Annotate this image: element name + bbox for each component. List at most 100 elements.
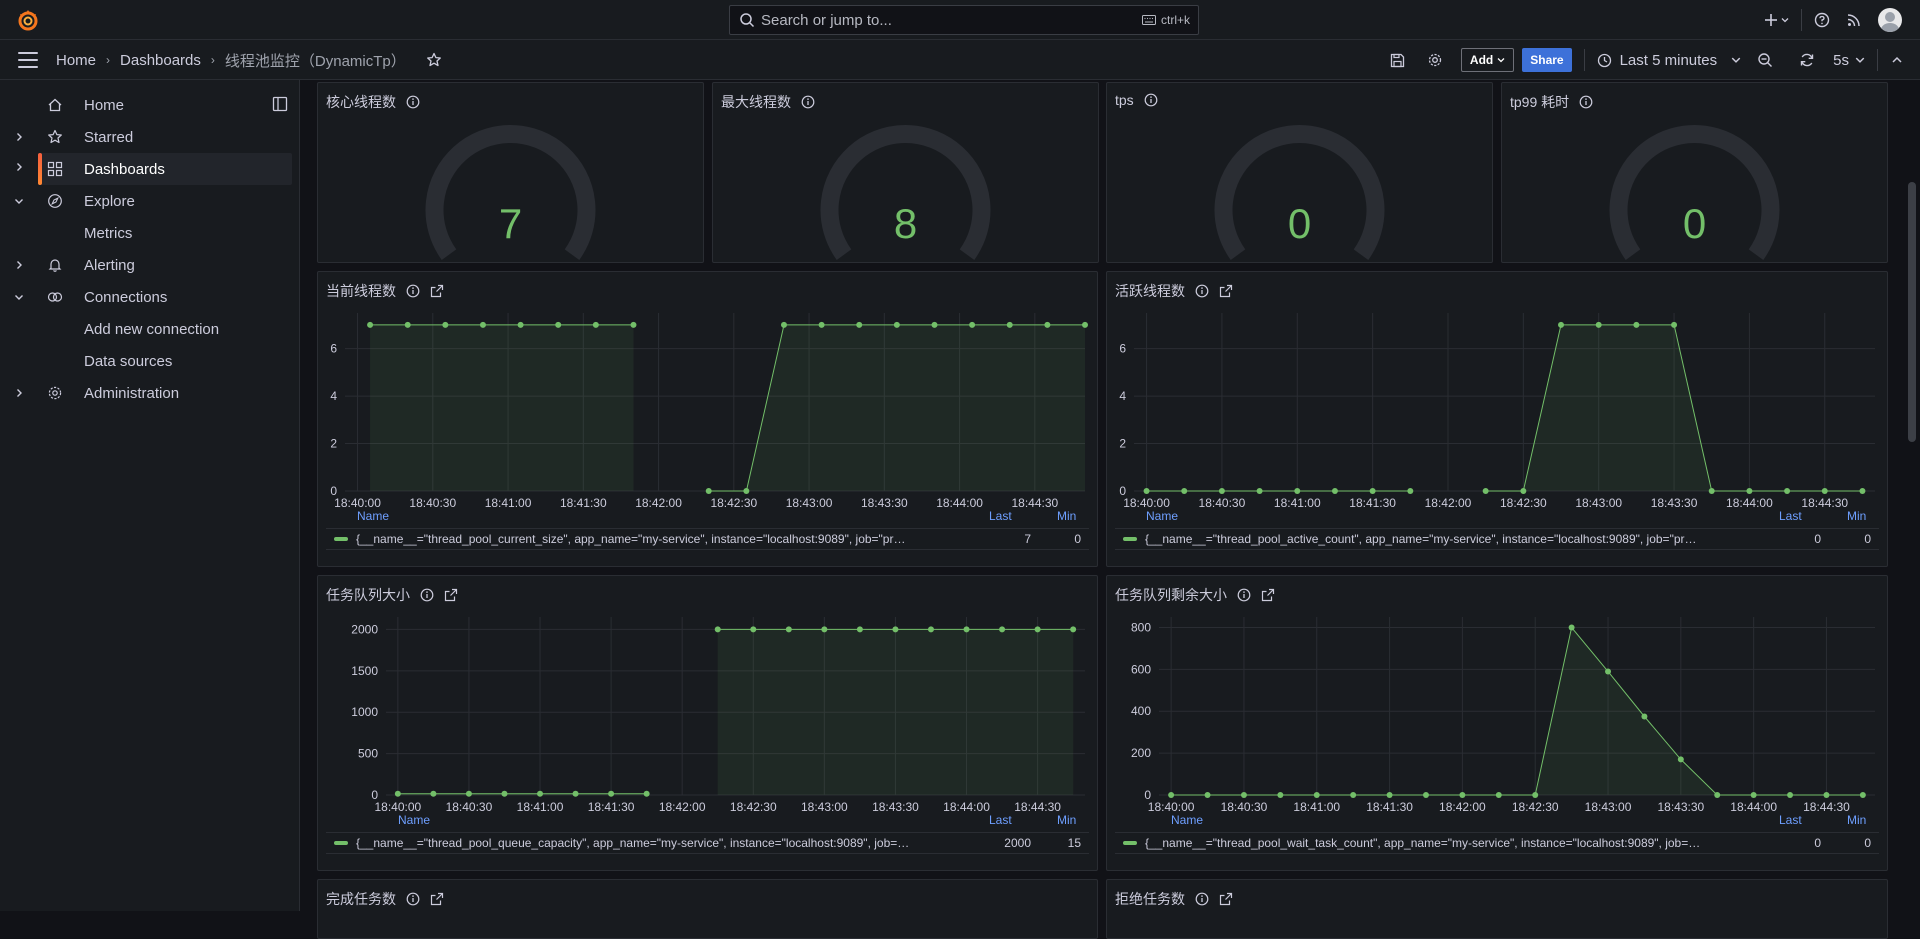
search-input[interactable]: Search or jump to... ctrl+k <box>729 5 1199 35</box>
series-swatch <box>334 841 348 845</box>
star-icon[interactable] <box>426 52 442 68</box>
legend-header-last[interactable]: Last <box>1779 813 1802 827</box>
data-point <box>705 488 712 494</box>
legend-header-min[interactable]: Min <box>1847 813 1867 827</box>
gauge-panel[interactable]: 核心线程数 7 <box>317 82 704 263</box>
menu-toggle-button[interactable] <box>18 52 38 68</box>
sidebar-item-data-sources[interactable]: Data sources <box>0 345 300 377</box>
refresh-interval-picker[interactable]: 5s <box>1833 52 1865 69</box>
completed-tasks-panel[interactable]: 完成任务数 <box>317 879 1098 939</box>
external-link-icon[interactable] <box>444 588 458 602</box>
x-tick-label: 18:42:00 <box>635 496 682 510</box>
dock-menu-icon[interactable] <box>272 96 288 112</box>
news-button[interactable] <box>1846 12 1862 28</box>
legend-row[interactable]: {__name__="thread_pool_active_count", ap… <box>1115 528 1879 550</box>
info-icon[interactable] <box>1144 93 1158 107</box>
timeseries-panel[interactable]: 任务队列大小 0 500 1000 1500 2000 18:40:00 18:40:30 1… <box>317 575 1098 871</box>
zoom-out-button[interactable] <box>1757 52 1773 68</box>
legend-header-min[interactable]: Min <box>1057 813 1077 827</box>
share-button[interactable]: Share <box>1522 48 1572 72</box>
legend-header-last[interactable]: Last <box>989 509 1012 523</box>
timeseries-panel[interactable]: 活跃线程数 0 2 4 6 18:40:00 18:40:30 18:41:00 18:41:… <box>1106 271 1888 567</box>
info-icon[interactable] <box>1579 95 1593 109</box>
info-icon[interactable] <box>406 284 420 298</box>
legend-header-last[interactable]: Last <box>989 813 1012 827</box>
legend-row[interactable]: {__name__="thread_pool_current_size", ap… <box>326 528 1089 550</box>
sidebar-item-add-new-connection[interactable]: Add new connection <box>0 313 300 345</box>
gauge-panel[interactable]: tps 0 <box>1106 82 1493 263</box>
legend-header-name[interactable]: Name <box>357 509 390 523</box>
sidebar-item-administration[interactable]: Administration <box>0 377 300 409</box>
sidebar-item-dashboards[interactable]: Dashboards <box>38 153 292 185</box>
y-tick-label: 1000 <box>351 705 378 719</box>
series-min: 0 <box>1864 836 1871 850</box>
sidebar-item-alerting[interactable]: Alerting <box>0 249 300 281</box>
chevron-down-icon[interactable] <box>14 196 24 206</box>
chevron-right-icon[interactable] <box>14 388 24 398</box>
new-button[interactable] <box>1764 13 1789 27</box>
sidebar-item-metrics[interactable]: Metrics <box>0 217 300 249</box>
info-icon[interactable] <box>1195 284 1209 298</box>
sidebar-item-home[interactable]: Home <box>0 89 300 121</box>
gauge-panel[interactable]: 最大线程数 8 <box>712 82 1099 263</box>
add-button[interactable]: Add <box>1460 48 1515 72</box>
avatar[interactable] <box>1878 8 1902 32</box>
refresh-button[interactable] <box>1799 52 1815 68</box>
gauge-panel[interactable]: tp99 耗时 0 <box>1501 82 1888 263</box>
collapse-toolbar-button[interactable] <box>1890 53 1904 67</box>
chevron-down-icon <box>1855 57 1865 63</box>
series-name: {__name__="thread_pool_active_count", ap… <box>1145 532 1697 546</box>
x-tick-label: 18:41:00 <box>485 496 532 510</box>
legend-row[interactable]: {__name__="thread_pool_queue_capacity", … <box>326 832 1089 854</box>
x-tick-label: 18:40:30 <box>409 496 456 510</box>
external-link-icon[interactable] <box>1219 892 1233 906</box>
chevron-right-icon[interactable] <box>14 162 24 172</box>
sidebar-item-label: Alerting <box>84 256 135 274</box>
timeseries-panel[interactable]: 当前线程数 0 2 4 6 18:40:00 18:40:30 18:41:00 18:41:… <box>317 271 1098 567</box>
legend-header-name[interactable]: Name <box>1146 509 1179 523</box>
legend-header-name[interactable]: Name <box>1171 813 1204 827</box>
timeseries-chart[interactable]: 0 2 4 6 18:40:00 18:40:30 18:41:00 18:41:30 18:4… <box>318 272 1097 567</box>
sidebar-item-explore[interactable]: Explore <box>0 185 300 217</box>
info-icon[interactable] <box>420 588 434 602</box>
divider <box>1877 49 1878 71</box>
breadcrumb-dashboards[interactable]: Dashboards <box>120 51 201 69</box>
legend-header-last[interactable]: Last <box>1779 509 1802 523</box>
scrollbar[interactable] <box>1908 182 1916 442</box>
data-point <box>1520 488 1527 494</box>
info-icon[interactable] <box>1237 588 1251 602</box>
y-tick-label: 200 <box>1131 746 1151 760</box>
legend-row[interactable]: {__name__="thread_pool_wait_task_count",… <box>1115 832 1879 854</box>
sidebar-item-connections[interactable]: Connections <box>0 281 300 313</box>
chevron-down-icon[interactable] <box>14 292 24 302</box>
timeseries-panel[interactable]: 任务队列剩余大小 0 200 400 600 800 18:40:00 18:40:30 18… <box>1106 575 1888 871</box>
settings-button[interactable] <box>1427 52 1443 68</box>
timeseries-chart[interactable]: 0 200 400 600 800 18:40:00 18:40:30 18:41:00 18:… <box>1107 576 1887 871</box>
panel-title: 核心线程数 <box>326 92 420 112</box>
y-tick-label: 6 <box>330 342 337 356</box>
external-link-icon[interactable] <box>430 284 444 298</box>
sidebar-item-starred[interactable]: Starred <box>0 121 300 153</box>
chevron-right-icon[interactable] <box>14 132 24 142</box>
breadcrumb-home[interactable]: Home <box>56 51 97 69</box>
rejected-tasks-panel[interactable]: 拒绝任务数 <box>1106 879 1888 939</box>
x-tick-label: 18:42:30 <box>1512 800 1559 814</box>
panel-title-text: 最大线程数 <box>721 94 791 110</box>
external-link-icon[interactable] <box>430 892 444 906</box>
info-icon[interactable] <box>406 95 420 109</box>
info-icon[interactable] <box>1195 892 1209 906</box>
external-link-icon[interactable] <box>1219 284 1233 298</box>
help-button[interactable] <box>1814 12 1830 28</box>
info-icon[interactable] <box>406 892 420 906</box>
legend-header-min[interactable]: Min <box>1847 509 1867 523</box>
legend-header-min[interactable]: Min <box>1057 509 1077 523</box>
time-range-picker[interactable]: Last 5 minutes <box>1597 52 1742 69</box>
info-icon[interactable] <box>801 95 815 109</box>
timeseries-chart[interactable]: 0 500 1000 1500 2000 18:40:00 18:40:30 18:41:00… <box>318 576 1097 871</box>
chevron-right-icon[interactable] <box>14 260 24 270</box>
timeseries-chart[interactable]: 0 2 4 6 18:40:00 18:40:30 18:41:00 18:41:30 18:4… <box>1107 272 1887 567</box>
external-link-icon[interactable] <box>1261 588 1275 602</box>
grafana-logo-icon[interactable] <box>16 8 40 32</box>
save-button[interactable] <box>1390 53 1405 68</box>
legend-header-name[interactable]: Name <box>398 813 431 827</box>
